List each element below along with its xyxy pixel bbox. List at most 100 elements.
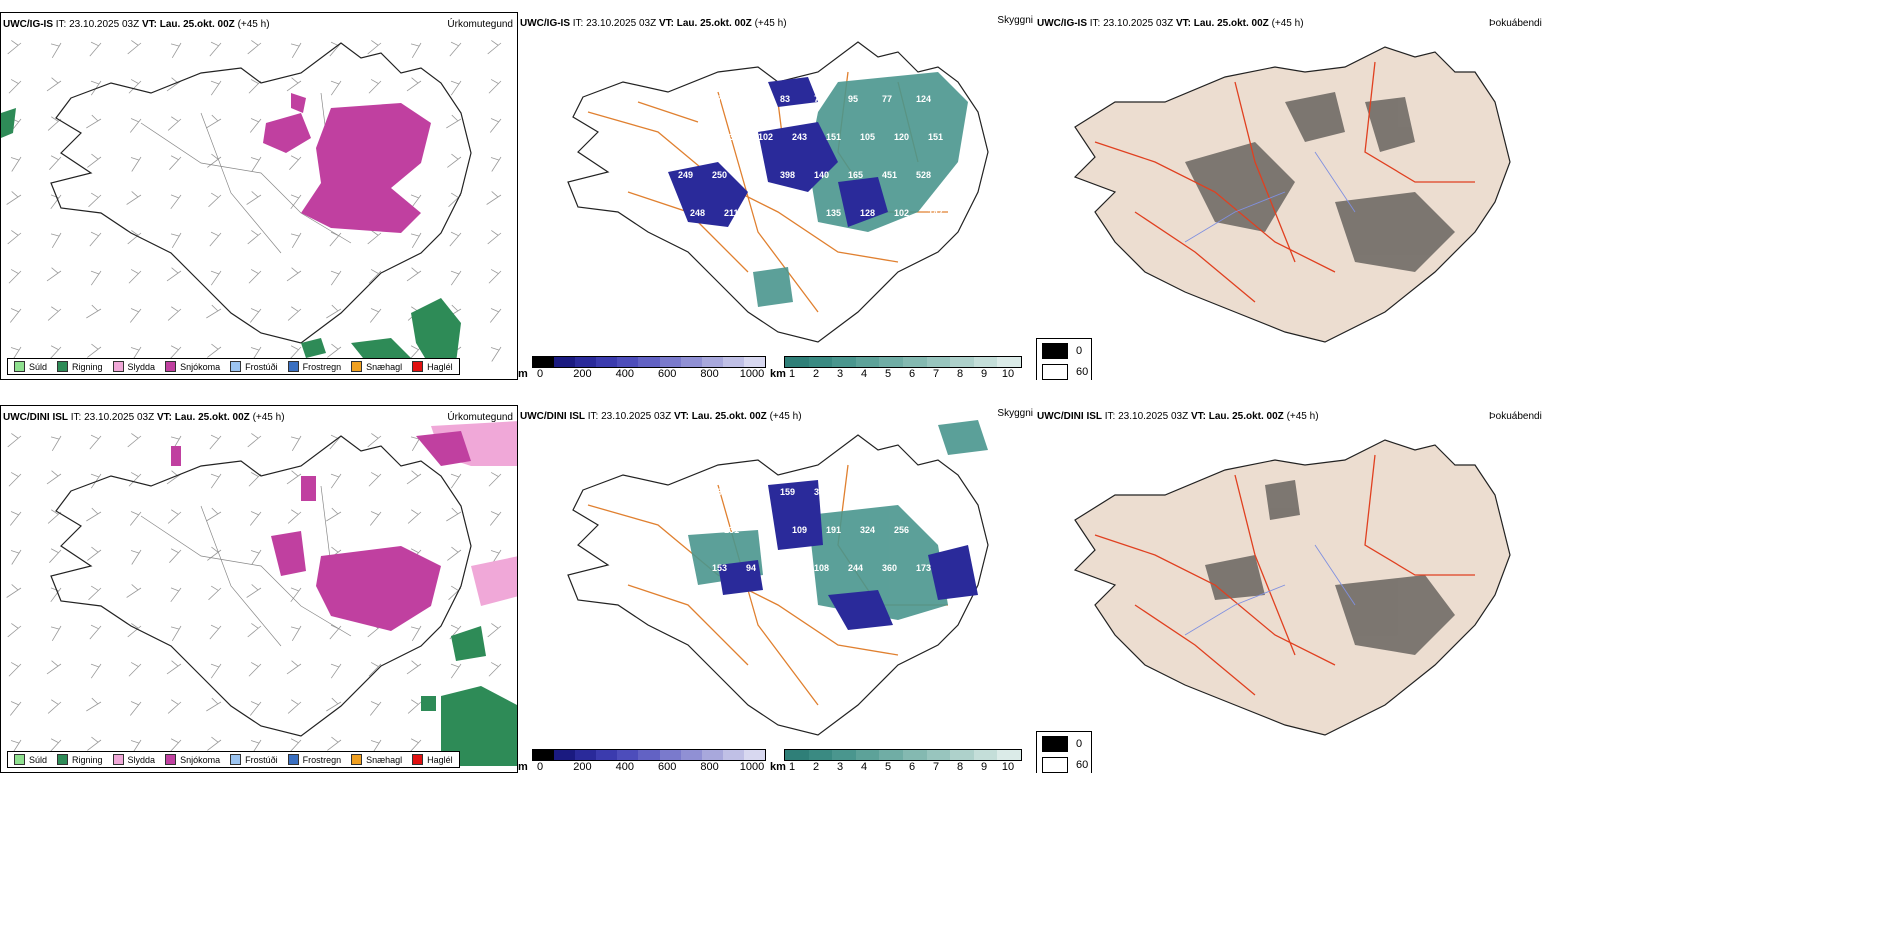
cloud-base-value: 147 [928, 208, 943, 218]
colorbar-tick: 400 [615, 761, 634, 773]
cloud-base-value: 179 [712, 94, 727, 104]
legend-label: Haglél [427, 754, 453, 765]
wind-barb [406, 660, 422, 675]
iceland-outline [50, 435, 472, 737]
wind-barb [248, 79, 262, 94]
wind-barb [246, 584, 262, 598]
wind-barb [488, 269, 502, 284]
cloud-base-value: 324 [860, 525, 875, 535]
wind-barb [206, 507, 222, 522]
fog-light-swatch [1042, 757, 1068, 773]
colorbar-tick: 10 [1001, 761, 1015, 773]
visibility-panel-1: 107 179 195 83 71 95 77 124 94 135 102 243 151 105 120… [518, 12, 1035, 380]
cloud-base-value: 433 [758, 208, 773, 218]
cloud-base-value: 83 [780, 94, 790, 104]
fog-dark-label: 0 [1076, 345, 1083, 357]
colorbar-bin [722, 357, 744, 367]
wind-barb [450, 270, 462, 286]
wind-barb [8, 662, 22, 677]
wind-barb [86, 114, 102, 129]
wind-barb [407, 509, 422, 524]
legend-swatch [165, 754, 177, 765]
legend-item: Rigning [57, 754, 103, 765]
wind-barb [489, 308, 502, 323]
wind-barb [210, 663, 222, 679]
legend-item: Frostúði [230, 361, 278, 372]
colorbar-tick: 200 [573, 761, 592, 773]
legend-label: Snæhagl [366, 754, 403, 765]
wind-barb [247, 230, 262, 245]
colorbar-tick: 5 [884, 761, 892, 773]
fog-shading [1185, 92, 1455, 272]
wind-barb [330, 270, 342, 286]
wind-barb [167, 306, 182, 321]
legend-label: Rigning [72, 361, 103, 372]
colorbar-bin [785, 750, 809, 760]
fog-dark-label: 0 [1076, 738, 1083, 750]
legend-label: Slydda [127, 361, 156, 372]
legend-swatch [351, 361, 363, 372]
wind-barb [169, 738, 182, 753]
cloud-base-value: 244 [848, 563, 863, 573]
wind-barb [46, 77, 62, 92]
wind-barb [330, 663, 342, 679]
legend-item: Snjókoma [165, 754, 220, 765]
colorbar-tick: 1 [788, 761, 796, 773]
wind-barb [290, 232, 302, 249]
wind-barb [50, 625, 62, 642]
wind-barb [50, 435, 62, 452]
wind-barb [367, 433, 382, 448]
cloud-base-value: 360 [882, 563, 897, 573]
precip-type-panel-1: UWC/IG-IS IT: 23.10.2025 03Z VT: Lau. 25… [0, 12, 518, 380]
legend-label: Rigning [72, 754, 103, 765]
wind-barb [210, 80, 222, 96]
wind-barb [50, 194, 62, 210]
colorbar-bin [554, 357, 576, 367]
colorbar-tick: 2 [812, 368, 820, 380]
cloud-base-value: 341 [882, 487, 897, 497]
colorbar-tick: 7 [932, 761, 940, 773]
wind-barb [248, 472, 262, 487]
cloud-base-value: 105 [860, 132, 875, 142]
colorbar-bin [926, 357, 951, 367]
precip-type-legend: Súld Rigning Slydda Snjókoma Frostúði Frostre… [7, 358, 460, 375]
cloud-base-value: 151 [928, 132, 943, 142]
legend-swatch [57, 361, 69, 372]
wind-barb [209, 434, 222, 450]
wind-barb [329, 231, 342, 247]
wind-barb [290, 587, 302, 603]
cloud-base-value: 94 [746, 563, 756, 573]
colorbar-tick: 0 [536, 368, 544, 380]
cloud-base-value: 191 [826, 525, 841, 535]
wind-barb [7, 40, 22, 55]
wind-barb [207, 546, 222, 561]
wind-barb [248, 662, 262, 677]
wind-barb [208, 585, 222, 601]
wind-barb [8, 269, 22, 284]
cloud-base-value: 398 [780, 170, 795, 180]
cloud-base-value: 941 [690, 525, 705, 535]
legend-label: Snjókoma [180, 754, 221, 765]
cloud-base-value: 243 [792, 132, 807, 142]
wind-barb [47, 699, 62, 714]
wind-barb [207, 736, 222, 751]
cloud-base-value: 250 [712, 170, 727, 180]
colorbar-bin [722, 750, 744, 760]
visibility-map-1: 107 179 195 83 71 95 77 124 94 135 102 243 151 105 120… [567, 41, 989, 343]
precip-map-1 [1, 40, 502, 368]
wind-barb [406, 267, 422, 282]
wind-barb [127, 40, 142, 55]
wind-barb [286, 267, 302, 282]
colorbar-tick: 600 [658, 761, 677, 773]
legend-item: Slydda [112, 754, 155, 765]
wind-barb [290, 194, 302, 210]
wind-barb [88, 585, 102, 601]
snow-areas [171, 431, 471, 631]
colorbar-bin [926, 750, 951, 760]
legend-label: Snjókoma [180, 361, 221, 372]
legend-swatch [412, 754, 424, 765]
colorbar-bin [808, 750, 833, 760]
colorbar-bin [973, 750, 998, 760]
rain-areas [421, 626, 517, 766]
iceland-outline [567, 41, 989, 343]
